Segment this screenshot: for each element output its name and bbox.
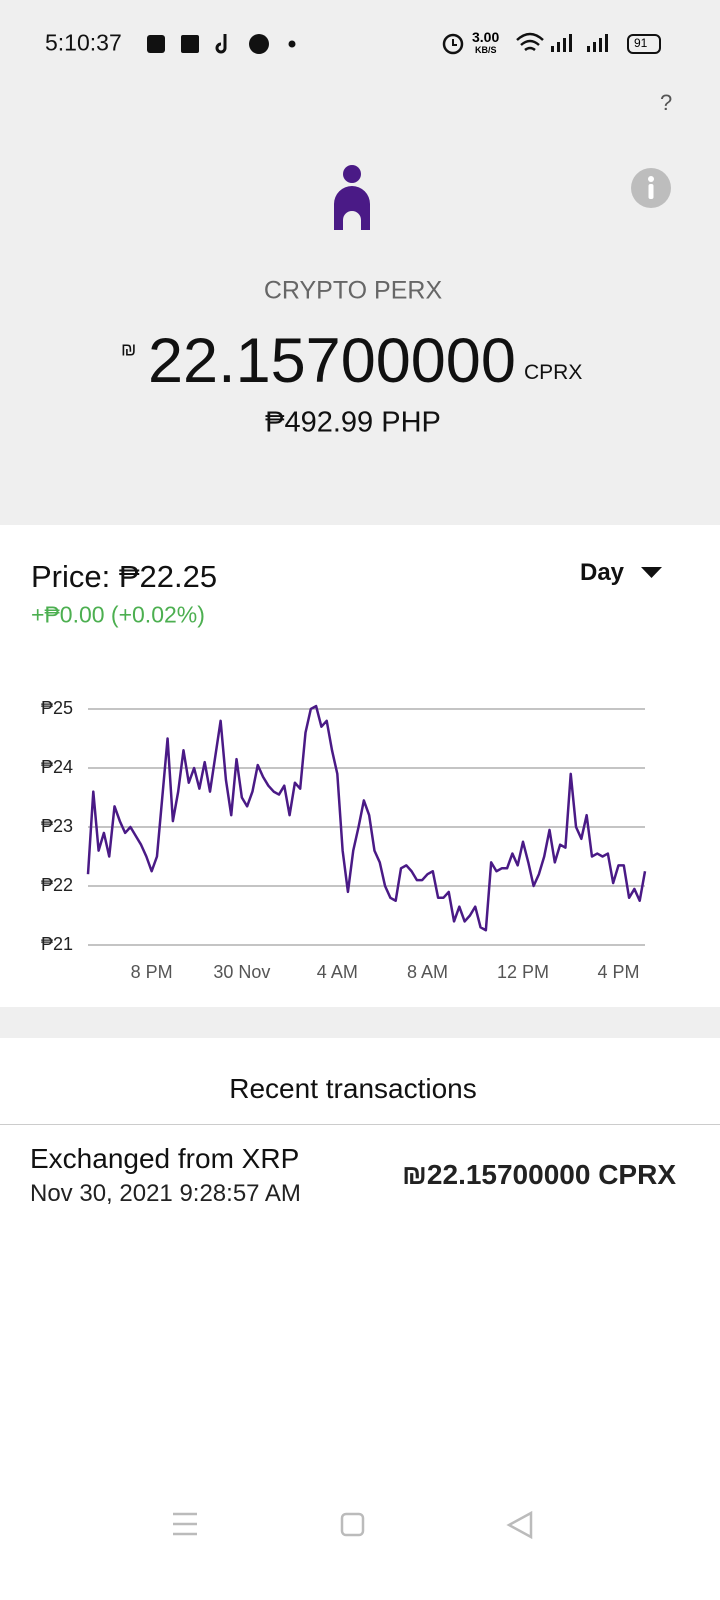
y-tick-label: ₱21 — [41, 934, 73, 954]
separator — [0, 1124, 720, 1125]
price: Price: ₱22.25 — [31, 559, 218, 594]
info-button[interactable] — [630, 167, 672, 209]
divider-band — [0, 1007, 720, 1038]
transaction-title[interactable]: Exchanged from XRP — [30, 1143, 300, 1174]
header-panel — [0, 0, 720, 525]
asset-logo — [334, 165, 370, 230]
back-button[interactable] — [506, 1510, 533, 1540]
transactions-title: Recent transactions — [229, 1073, 477, 1104]
balance: 22.15700000 — [148, 326, 516, 396]
menu-button[interactable] — [173, 1512, 197, 1536]
asset-name: CRYPTO PERX — [263, 276, 443, 305]
home-button[interactable] — [340, 1512, 365, 1537]
price-change: +₱0.00 (+0.02%) — [31, 601, 205, 628]
battery-level: 91 — [634, 36, 648, 50]
nav-bar — [173, 1510, 533, 1540]
transaction-date: Nov 30, 2021 9:28:57 AM — [30, 1180, 301, 1207]
asset-symbol: ₪ — [121, 339, 137, 360]
transaction-amount: ₪22.15700000 CPRX — [402, 1159, 676, 1190]
price-chart: ₱21 ₱22 ₱23 ₱24 ₱25 8 PM 30 Nov 4 AM 8 AM 12 PM 4 … — [41, 698, 647, 982]
net-unit: KB/S — [475, 45, 497, 55]
y-tick-label: ₱23 — [41, 816, 73, 836]
x-tick-label: 12 PM — [497, 962, 549, 982]
balance-unit: CPRX — [524, 361, 583, 384]
net-speed: 3.00 — [472, 29, 500, 45]
help-button[interactable]: ? — [660, 90, 673, 115]
clock: 5:10:37 — [45, 29, 122, 56]
x-tick-label: 30 Nov — [213, 962, 270, 982]
dropdown-arrow[interactable] — [640, 566, 664, 580]
period-selector[interactable]: Day — [580, 559, 625, 586]
x-tick-label: 8 PM — [131, 962, 173, 982]
alarm-icon — [442, 33, 464, 55]
y-tick-label: ₱24 — [41, 757, 73, 777]
x-tick-label: 8 AM — [407, 962, 448, 982]
signal-icons — [516, 32, 608, 52]
price-line — [86, 704, 647, 932]
y-tick-label: ₱25 — [41, 698, 73, 718]
x-tick-label: 4 AM — [317, 962, 358, 982]
y-tick-label: ₱22 — [41, 875, 73, 895]
fiat-balance: ₱492.99 PHP — [265, 406, 441, 439]
x-tick-label: 4 PM — [597, 962, 639, 982]
notification-icons — [147, 34, 296, 54]
battery-icon — [627, 34, 661, 54]
